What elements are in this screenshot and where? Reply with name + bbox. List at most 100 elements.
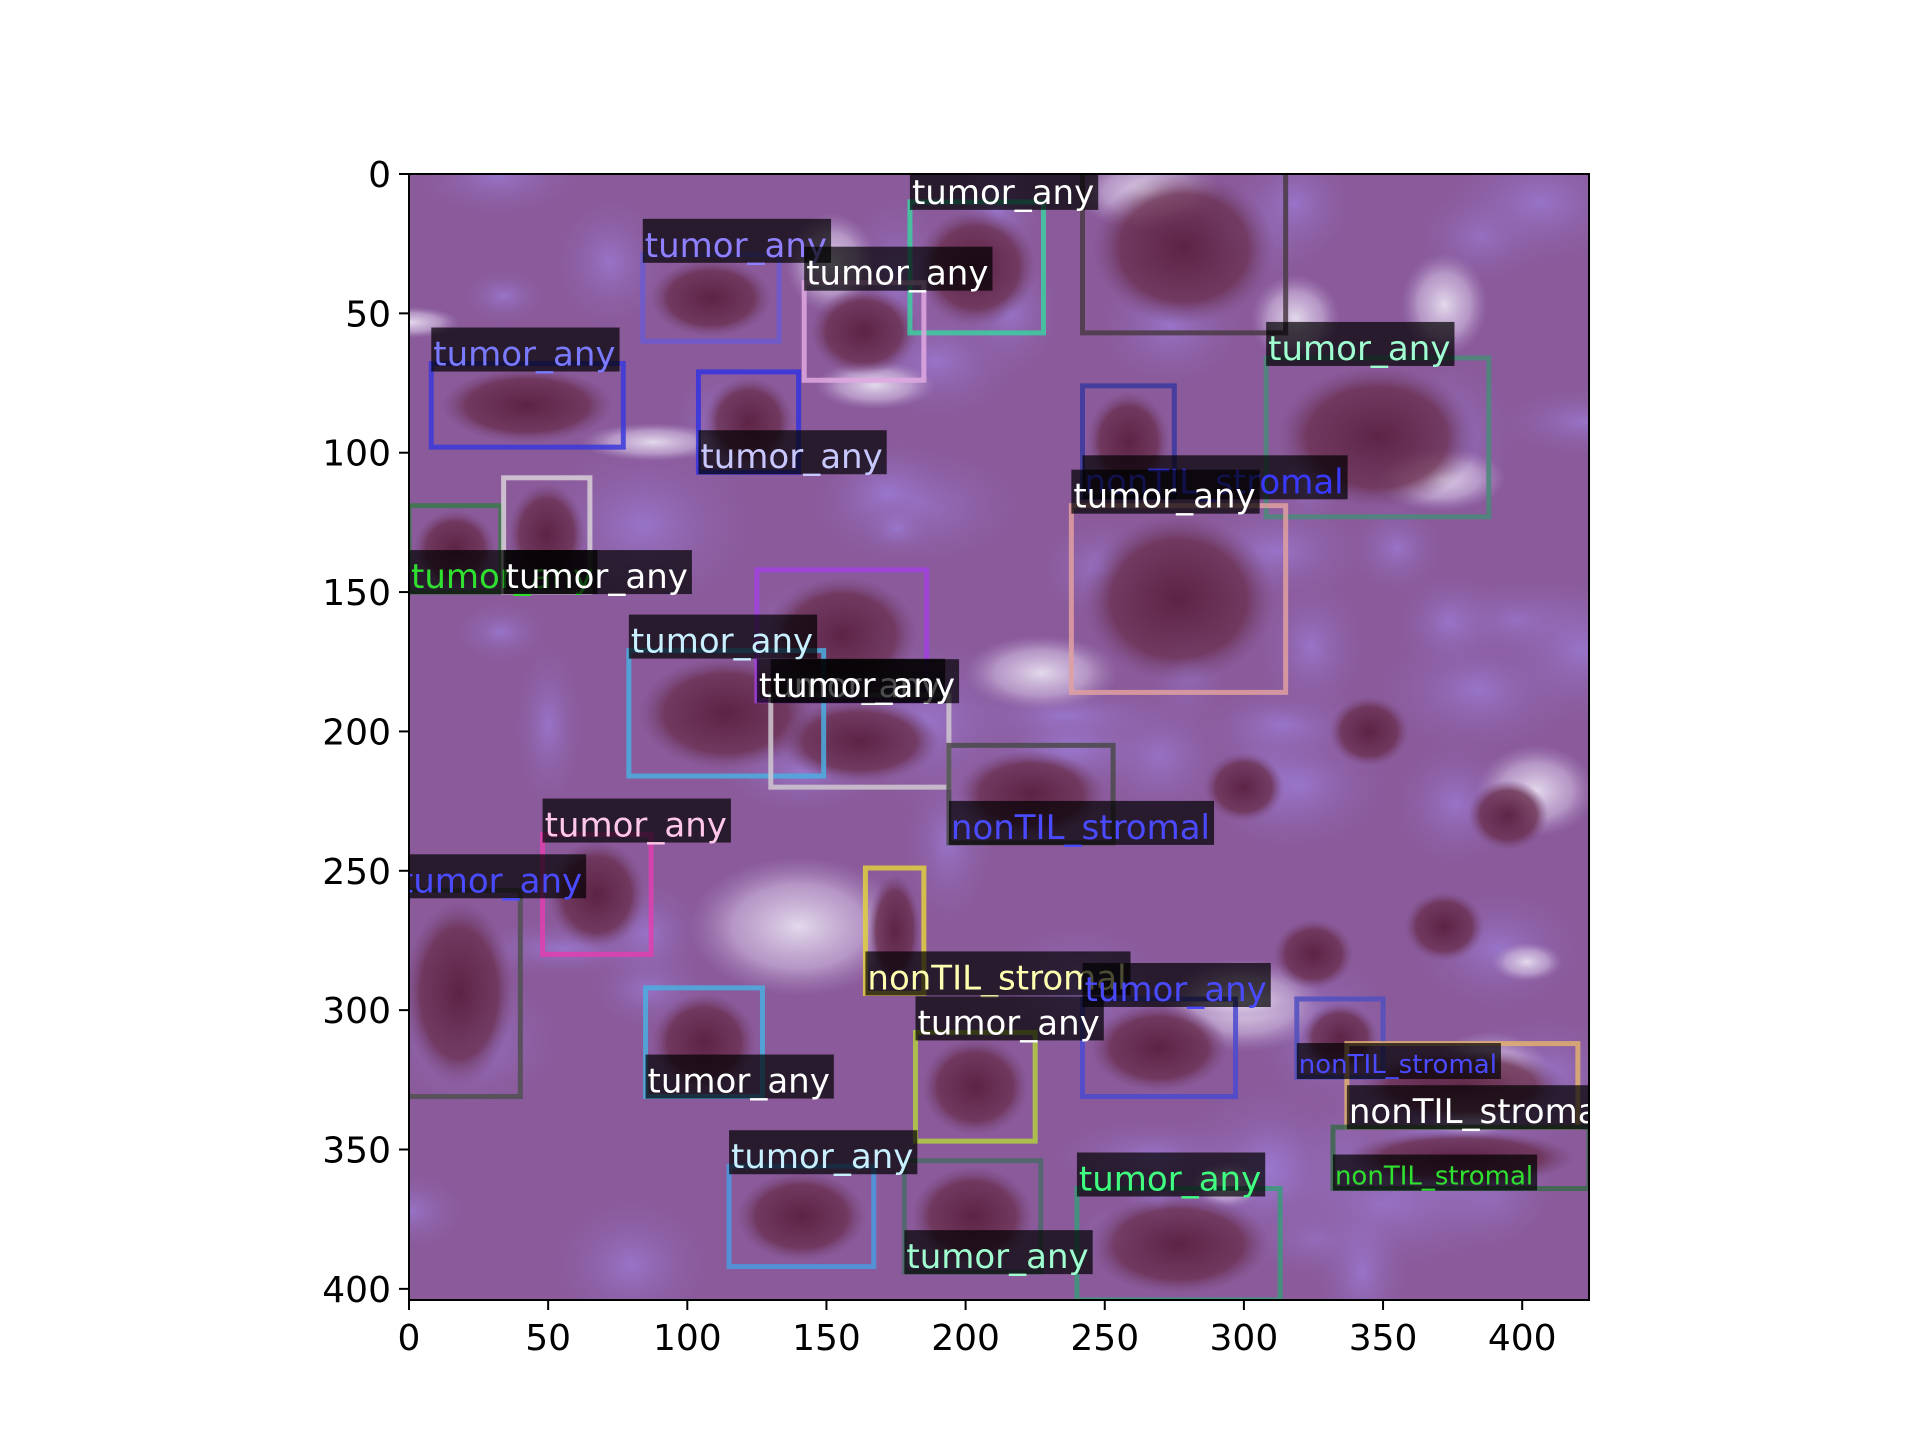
detection-label: tumor_any <box>400 854 587 901</box>
detection-label-background <box>431 327 620 372</box>
detection-label-text: tumor_any <box>700 437 882 477</box>
y-tick-label: 400 <box>322 1270 391 1311</box>
cell-nucleus <box>1090 1003 1228 1092</box>
detection-label-text: nonTIL_stromal <box>1335 1162 1533 1192</box>
y-tick-label: 250 <box>322 852 391 893</box>
detection-label-background <box>1082 127 1270 171</box>
x-tick-label: 50 <box>525 1318 571 1359</box>
detection-label-background <box>642 218 832 263</box>
detection-label: tumor_any <box>1082 962 1271 1010</box>
tissue-stroma-patch <box>456 265 552 327</box>
cell-nucleus <box>1273 919 1354 990</box>
detection-label-background <box>1071 469 1260 514</box>
cell-nucleus <box>1087 1194 1270 1295</box>
tissue-light-patch <box>1491 942 1563 982</box>
cell-nucleus <box>810 287 918 376</box>
detection-label-text: nonTIL_stromal <box>1349 1092 1608 1132</box>
y-tick-label: 350 <box>322 1130 391 1171</box>
cell-nucleus <box>1092 174 1276 325</box>
detection-label-text: tumor_any <box>645 226 827 266</box>
detection-label-background <box>1346 1085 1589 1130</box>
detection-label: tumor_any <box>915 996 1104 1043</box>
tissue-stroma-patch <box>1388 564 1512 681</box>
detection-label: nonTIL_stromal <box>1296 1043 1501 1080</box>
x-tick-label: 200 <box>931 1318 1000 1359</box>
detection-label-background <box>503 550 692 595</box>
detection-label-background <box>698 430 887 475</box>
detection-label-background <box>628 614 818 659</box>
detection-label-text: tumor_any <box>1084 134 1266 174</box>
cell-nucleus <box>440 367 614 443</box>
detection-label-background <box>909 174 1099 210</box>
detection-label: tumor_any <box>698 430 887 477</box>
detection-label-background <box>729 1130 918 1175</box>
detection-label-text: tumor_any <box>1268 329 1450 369</box>
tissue-stroma-patch <box>409 174 595 222</box>
tissue-lumen <box>688 856 909 997</box>
detection-label: tumor_any <box>904 1230 1093 1277</box>
y-tick-label: 150 <box>322 573 391 614</box>
detection-label-background <box>904 1230 1093 1275</box>
detection-label: nonTIL_stromal <box>948 800 1215 848</box>
cell-nucleus <box>1203 752 1284 823</box>
detection-label-text: tumor_any <box>1084 970 1266 1010</box>
y-tick-label: 100 <box>322 434 391 475</box>
detection-label-background <box>1076 1152 1266 1197</box>
detection-label: tumor_any <box>1071 469 1260 517</box>
cell-nucleus <box>649 259 773 337</box>
detection-label-background <box>1332 1154 1538 1191</box>
tissue-stroma-patch <box>856 497 938 559</box>
cell-nucleus <box>1468 780 1549 851</box>
detection-label-background <box>409 854 587 899</box>
x-tick-label: 0 <box>398 1318 421 1359</box>
tissue-stroma-patch <box>1481 565 1589 735</box>
detection-label-background <box>542 798 731 843</box>
detection-label-background <box>804 246 993 291</box>
detection-label-text: tumor_any <box>433 335 615 375</box>
detection-label: tumor_any <box>645 1054 834 1102</box>
y-tick-label: 0 <box>368 155 391 196</box>
tissue-light-patch <box>964 635 1119 711</box>
x-tick-label: 100 <box>653 1318 722 1359</box>
detection-label-text: tumor_any <box>648 1062 830 1102</box>
detection-label: tumor_any <box>1266 321 1455 369</box>
detection-label-text: tumor_any <box>545 806 727 846</box>
x-tick-label: 300 <box>1210 1318 1279 1359</box>
tissue-stroma-patch <box>540 1187 722 1300</box>
detection-label-text: tumor_any <box>506 557 688 597</box>
y-tick-label: 200 <box>322 712 391 753</box>
detection-label: nonTIL_stromal <box>1346 1085 1608 1132</box>
detection-label: nonTIL_stromal <box>1332 1154 1538 1192</box>
y-axis: 0 50 100 150 200 250 300 350 400 <box>322 155 409 1311</box>
cell-nucleus <box>409 900 515 1087</box>
detection-label-text: tumor_any <box>400 861 582 901</box>
cell-nucleus <box>921 1037 1030 1136</box>
detection-label-background <box>948 800 1215 845</box>
detection-label: tumor_any <box>542 798 731 846</box>
tissue-stroma-patch <box>409 1166 476 1256</box>
detection-label-text: tumor_any <box>906 1237 1088 1277</box>
x-tick-label: 250 <box>1070 1318 1139 1359</box>
detection-box <box>1079 174 1289 336</box>
detection-label-text: tumor_any <box>773 666 955 706</box>
cell-nucleus <box>1082 515 1275 684</box>
detection-label-background <box>915 996 1104 1041</box>
detection-label: tumor_any <box>770 659 960 706</box>
cell-nucleus <box>736 1171 867 1262</box>
detection-label-text: tumor_any <box>918 1003 1100 1043</box>
detection-label-background <box>1082 962 1271 1007</box>
detection-label: tumor_any <box>642 218 832 266</box>
x-tick-label: 150 <box>792 1318 861 1359</box>
cell-nucleus <box>779 699 940 783</box>
detection-label-text: tumor_any <box>912 173 1094 213</box>
tissue-light-patch <box>580 423 727 462</box>
detection-label-text: tumor_any <box>806 254 988 294</box>
detection-label-background <box>1296 1043 1501 1080</box>
detection-label: tumor_any <box>1076 1152 1266 1200</box>
detection-label-text: tumor_any <box>1073 477 1255 517</box>
detection-label-background <box>1266 321 1455 366</box>
tissue-stroma-patch <box>508 630 589 819</box>
detection-label: tumor_any <box>804 246 993 294</box>
x-tick-label: 400 <box>1488 1318 1557 1359</box>
